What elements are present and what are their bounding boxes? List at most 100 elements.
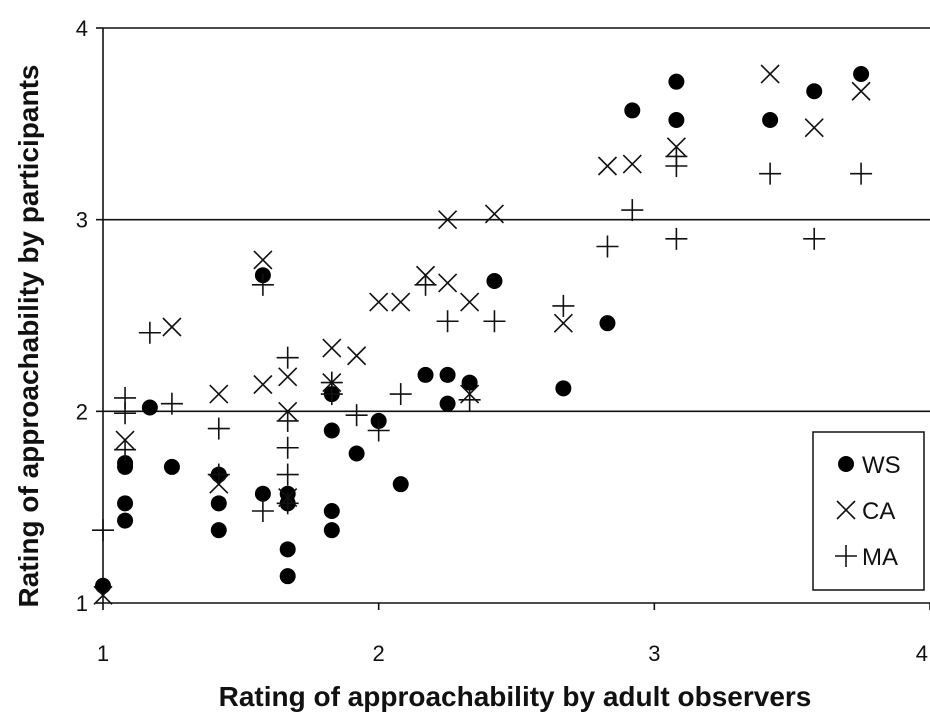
point-MA-26 — [621, 199, 644, 222]
point-CA-23 — [622, 154, 642, 174]
point-MA-30 — [759, 162, 782, 185]
axes — [96, 27, 930, 610]
legend-label-CA: CA — [862, 498, 895, 525]
point-MA-16 — [320, 383, 343, 406]
x-tick-label-4: 4 — [916, 641, 928, 666]
point-MA-5 — [160, 392, 183, 415]
x-axis-title: Rating of approachability by adult obser… — [219, 681, 812, 712]
point-CA-5 — [253, 250, 273, 270]
series-CA — [93, 64, 871, 605]
point-MA-7 — [207, 463, 230, 486]
point-CA-10 — [322, 338, 342, 358]
point-MA-3 — [114, 438, 137, 461]
y-tick-label-2: 2 — [76, 399, 88, 424]
point-WS-35 — [853, 66, 870, 82]
point-CA-3 — [209, 384, 229, 404]
point-CA-17 — [438, 273, 458, 293]
point-MA-24 — [552, 294, 575, 317]
point-MA-8 — [251, 273, 274, 296]
point-MA-10 — [276, 346, 299, 369]
point-WS-0 — [95, 577, 111, 594]
point-CA-22 — [597, 156, 618, 176]
point-CA-20 — [484, 204, 505, 224]
y-tick-label-3: 3 — [76, 208, 88, 233]
point-MA-0 — [92, 519, 114, 542]
point-MA-13 — [276, 463, 299, 486]
point-MA-23 — [483, 310, 506, 333]
x-tick-label-2: 2 — [373, 641, 385, 666]
point-WS-5 — [141, 399, 158, 416]
point-WS-24 — [439, 366, 456, 383]
series-MA — [92, 145, 873, 542]
point-MA-29 — [665, 227, 688, 250]
point-CA-18 — [460, 292, 480, 312]
point-MA-12 — [276, 436, 299, 459]
y-axis-title: Rating of approachability by participant… — [13, 65, 44, 608]
point-WS-9 — [210, 522, 227, 539]
point-MA-6 — [207, 417, 230, 440]
point-MA-17 — [345, 404, 368, 427]
point-MA-32 — [850, 162, 873, 185]
point-CA-12 — [347, 346, 367, 366]
point-MA-21 — [436, 310, 459, 333]
x-tick-label-1: 1 — [97, 641, 109, 666]
point-WS-34 — [806, 83, 823, 100]
legend-marker-WS — [838, 456, 854, 472]
point-MA-20 — [414, 273, 437, 296]
point-CA-14 — [391, 292, 411, 312]
point-WS-30 — [624, 102, 641, 119]
point-CA-21 — [553, 313, 573, 333]
y-tick-label-1: 1 — [76, 591, 88, 616]
data-points — [92, 64, 873, 605]
point-MA-4 — [138, 321, 161, 344]
point-WS-8 — [210, 495, 227, 512]
point-WS-2 — [117, 458, 134, 475]
point-WS-15 — [279, 568, 296, 585]
point-WS-18 — [323, 503, 340, 519]
legend-label-MA: MA — [862, 544, 898, 571]
y-tick-label-4: 4 — [76, 16, 88, 41]
point-MA-19 — [389, 383, 412, 406]
point-WS-29 — [599, 315, 616, 332]
x-tick-label-3: 3 — [648, 641, 660, 666]
point-MA-14 — [276, 492, 299, 515]
point-WS-22 — [392, 476, 409, 493]
point-MA-25 — [596, 235, 619, 258]
point-CA-2 — [162, 317, 182, 337]
point-CA-16 — [438, 210, 458, 230]
point-WS-25 — [439, 395, 456, 412]
point-CA-7 — [278, 367, 298, 387]
series-WS — [95, 66, 870, 594]
point-CA-25 — [760, 64, 780, 84]
point-WS-32 — [668, 112, 685, 128]
point-WS-17 — [323, 422, 340, 439]
point-WS-31 — [668, 73, 685, 90]
legend-marker-MA — [835, 545, 857, 567]
point-WS-14 — [279, 541, 296, 558]
legend-marker-CA — [836, 500, 856, 520]
point-MA-2 — [114, 402, 137, 425]
point-CA-27 — [851, 81, 871, 101]
point-WS-6 — [163, 458, 180, 475]
point-WS-28 — [555, 380, 572, 397]
point-WS-4 — [117, 512, 134, 529]
grid-lines — [103, 27, 930, 413]
point-MA-9 — [251, 500, 274, 522]
tick-labels: 1 2 3 4 1 2 3 4 — [76, 16, 928, 666]
point-WS-20 — [348, 445, 365, 462]
point-MA-11 — [276, 409, 299, 432]
point-MA-18 — [367, 419, 390, 442]
legend-label-WS: WS — [862, 452, 901, 479]
point-WS-33 — [762, 112, 779, 128]
point-MA-28 — [665, 155, 688, 177]
point-WS-11 — [254, 485, 271, 502]
point-CA-0 — [93, 585, 113, 605]
legend: WS CA MA — [812, 431, 925, 591]
point-CA-6 — [253, 374, 273, 395]
point-MA-31 — [803, 227, 826, 250]
legend-box — [812, 431, 925, 591]
point-WS-19 — [323, 522, 340, 539]
point-WS-3 — [117, 495, 134, 512]
point-CA-26 — [804, 118, 824, 138]
